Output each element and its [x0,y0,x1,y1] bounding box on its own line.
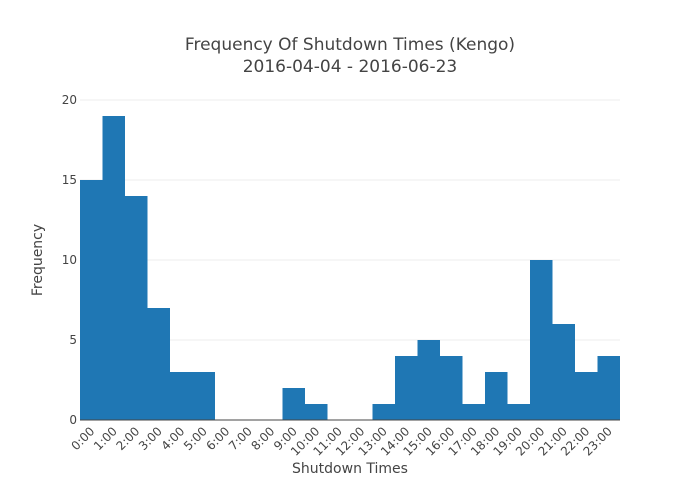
x-tick-label: 4:00 [158,424,187,453]
bar-5-00 [192,372,215,420]
x-tick-label: 7:00 [226,424,255,453]
bar-16-00 [440,356,463,420]
bar-0-00 [80,180,103,420]
bar-3-00 [147,308,170,420]
bars-layer [80,116,620,420]
bar-17-00 [462,404,485,420]
x-axis-title: Shutdown Times [292,461,408,477]
bar-23-00 [597,356,620,420]
bar-13-00 [372,404,395,420]
y-tick-label: 20 [62,93,77,107]
bar-21-00 [552,324,575,420]
x-tick-label: 3:00 [136,424,165,453]
chart-title: Frequency Of Shutdown Times (Kengo) [185,35,515,55]
x-tick-label: 5:00 [181,424,210,453]
bar-10-00 [305,404,328,420]
y-tick-label: 5 [69,333,77,347]
bar-19-00 [507,404,530,420]
chart-subtitle: 2016-04-04 - 2016-06-23 [243,57,458,77]
x-tick-label: 2:00 [113,424,142,453]
y-tick-label: 15 [62,173,77,187]
x-tick-label: 0:00 [68,424,97,453]
bar-4-00 [170,372,193,420]
x-tick-label: 8:00 [248,424,277,453]
x-tick-label: 1:00 [91,424,120,453]
bar-1-00 [102,116,125,420]
bar-18-00 [485,372,508,420]
x-tick-label: 6:00 [203,424,232,453]
bar-2-00 [125,196,148,420]
bar-22-00 [575,372,598,420]
bar-9-00 [282,388,305,420]
bar-15-00 [417,340,440,420]
bar-14-00 [395,356,418,420]
y-tick-label: 0 [69,413,77,427]
bar-20-00 [530,260,553,420]
y-tick-label: 10 [62,253,77,267]
y-axis-title: Frequency [30,224,46,296]
